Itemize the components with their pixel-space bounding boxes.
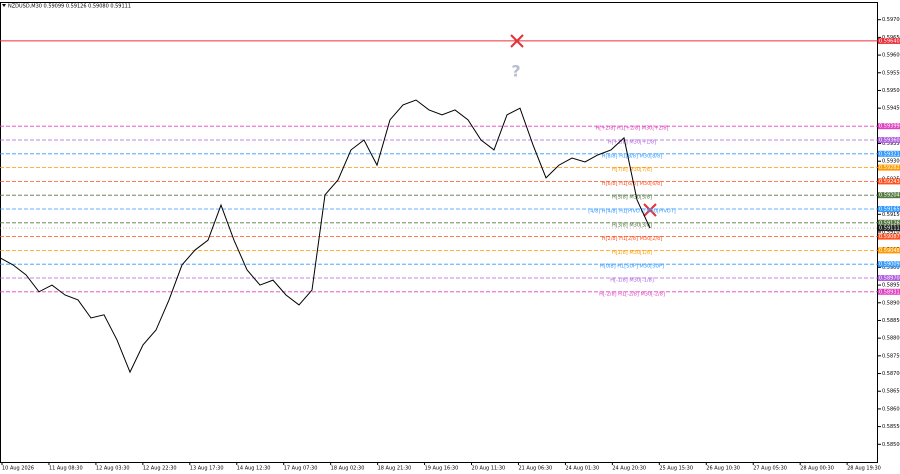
- price-tag-label: 0.59282: [879, 165, 900, 171]
- x-tick-label: 10 Aug 2026: [2, 466, 34, 472]
- price-tag: [878, 37, 900, 44]
- price-tag-label: 0.59640: [879, 38, 900, 44]
- price-tag-label: 0.59009: [879, 262, 900, 268]
- y-tick-label: 0.59700: [882, 17, 900, 23]
- price-tag: [878, 261, 900, 268]
- level-text: H[-2/8] H1[-2/8] M30[-2/8]: [599, 291, 665, 297]
- price-tag-label: 0.59048: [879, 248, 900, 254]
- price-tag-label: 0.59321: [879, 151, 900, 157]
- x-tick-label: 28 Aug 19:30: [847, 466, 881, 472]
- x-tick-label: 12 Aug 22:30: [143, 466, 177, 472]
- price-line: [0, 99, 651, 374]
- last-price-label: 0.59111: [879, 226, 900, 232]
- price-tag-label: 0.59087: [879, 234, 900, 240]
- price-tag: [878, 288, 900, 295]
- title-arrow: [2, 4, 6, 7]
- level-text: H[8/8] H1[8/8] M30[8/8]: [602, 153, 662, 159]
- x-tick-label: 12 Aug 03:30: [96, 466, 130, 472]
- price-tag: [878, 192, 900, 199]
- chart-title: NZDUSD,M30 0.59099 0.59126 0.59080 0.591…: [8, 4, 131, 10]
- level-text: H[2/8] H1[2/8] M30[2/8]: [602, 236, 662, 242]
- level-text: H[0/8] H1[SUP] M30[SUP]: [600, 264, 664, 270]
- plot-frame: [0, 2, 878, 463]
- price-tag: [878, 233, 900, 240]
- level-text: H[-1/8] M30[-1/8]: [610, 278, 654, 284]
- price-tag-label: 0.59243: [879, 179, 900, 185]
- level-text: H[+2/8] H1[+2/8] M30[+2/8]: [596, 126, 669, 132]
- price-tag-label: 0.59360: [879, 138, 900, 144]
- price-tag: [878, 219, 900, 226]
- level-text: H[1/8] M30[1/8]: [612, 250, 652, 256]
- level-text: H[+1/8] M30[+1/8]: [608, 140, 656, 146]
- price-tag-label: 0.59126: [879, 220, 900, 226]
- x-tick-label: 27 Aug 05:30: [753, 466, 787, 472]
- price-tag-label: 0.58970: [879, 276, 900, 282]
- x-tick-label: 20 Aug 11:30: [472, 466, 506, 472]
- x-tick-label: 25 Aug 15:30: [659, 466, 693, 472]
- level-text: H[5/8] M30[5/8]: [612, 195, 652, 201]
- price-tag: [878, 247, 900, 254]
- price-tag: [878, 275, 900, 281]
- question-mark: ?: [511, 62, 520, 81]
- x-tick-label: 17 Aug 07:30: [284, 466, 318, 472]
- x-tick-label: 13 Aug 17:30: [190, 466, 224, 472]
- x-tick-label: 24 Aug 01:30: [565, 466, 599, 472]
- price-tag-label: 0.59204: [879, 193, 900, 199]
- level-text: [4/8] H[4/8] H1[PIVOT] M30[PIVOT]: [588, 209, 676, 215]
- price-tag: [878, 150, 900, 157]
- x-tick-label: 26 Aug 10:30: [706, 466, 740, 472]
- price-tag: [878, 178, 900, 185]
- price-tag: [878, 137, 900, 143]
- price-tag-label: 0.59399: [879, 124, 900, 130]
- x-tick-label: 18 Aug 21:30: [378, 466, 412, 472]
- price-tag-label: 0.58931: [879, 289, 900, 295]
- x-tick-label: 18 Aug 02:30: [331, 466, 365, 472]
- level-text: H[6/8] H1[6/8] M30[6/8]: [602, 181, 662, 187]
- price-tag: [878, 123, 900, 130]
- x-tick-label: 21 Aug 06:30: [518, 466, 552, 472]
- price-tag: [878, 206, 900, 212]
- x-tick-label: 28 Aug 00:30: [800, 466, 834, 472]
- level-text: H[3/8] M30[3/8]: [612, 222, 652, 228]
- price-tag: [878, 164, 900, 171]
- x-tick-label: 19 Aug 16:30: [425, 466, 459, 472]
- price-tag: [878, 225, 900, 232]
- x-tick-label: 11 Aug 08:30: [49, 466, 83, 472]
- price-tag-label: 0.59165: [879, 207, 900, 213]
- x-tick-label: 24 Aug 20:30: [612, 466, 646, 472]
- level-text: H[7/8] M30[7/8]: [612, 167, 652, 173]
- x-tick-label: 14 Aug 12:30: [237, 466, 271, 472]
